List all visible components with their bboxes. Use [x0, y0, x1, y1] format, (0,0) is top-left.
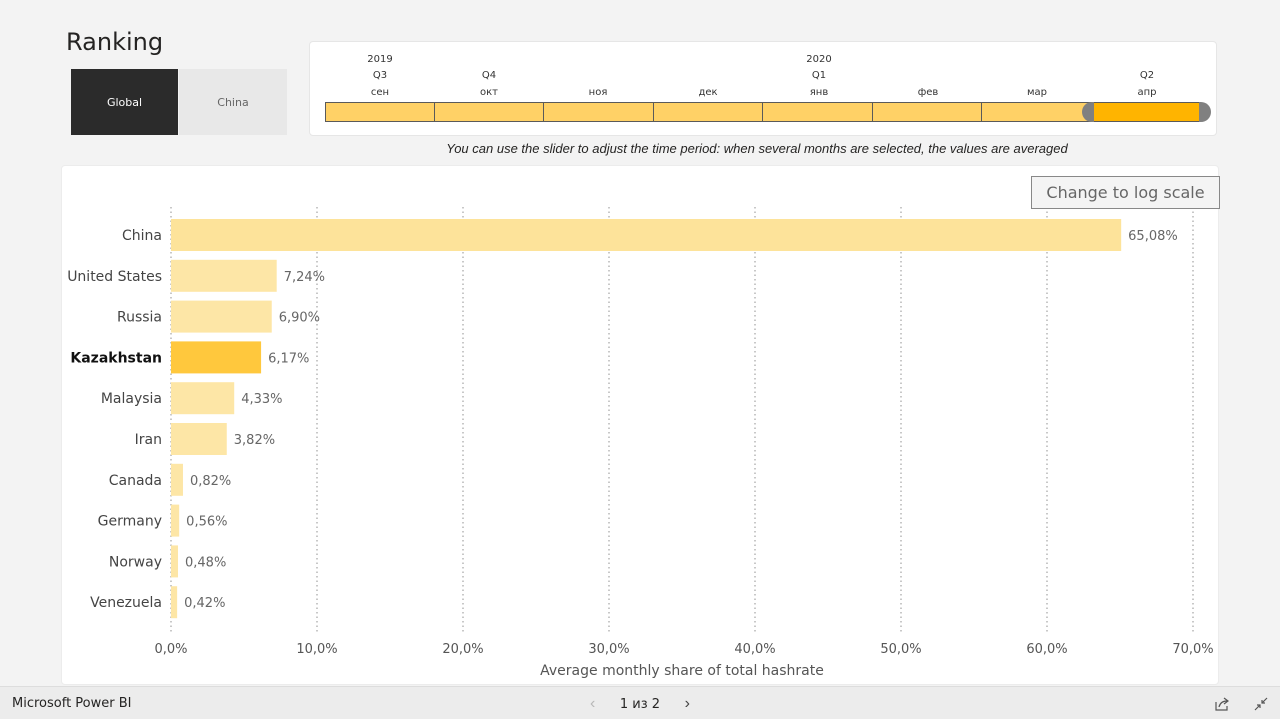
- timeline-start-handle[interactable]: [1082, 102, 1094, 122]
- x-tick-label: 50,0%: [880, 642, 921, 657]
- category-label: Kazakhstan: [70, 350, 162, 366]
- bar: [171, 382, 235, 415]
- category-label: Venezuela: [90, 595, 162, 611]
- bar: [171, 219, 1122, 251]
- x-tick-label: 20,0%: [442, 642, 483, 657]
- collapse-icon[interactable]: [1253, 696, 1269, 712]
- category-label: Canada: [109, 473, 162, 489]
- bar: [171, 341, 262, 374]
- month-label-dec: дек: [698, 87, 718, 98]
- category-label: United States: [67, 269, 162, 285]
- data-label: 0,42%: [184, 596, 225, 611]
- page-indicator: 1 из 2: [619, 696, 661, 712]
- bar: [171, 259, 277, 292]
- x-tick-label: 10,0%: [296, 642, 337, 657]
- month-label-feb: фев: [917, 87, 939, 98]
- data-label: 0,82%: [190, 474, 231, 489]
- quarter-label-q1: Q1: [811, 70, 827, 81]
- chevron-right-icon[interactable]: ›: [684, 695, 690, 712]
- x-tick-label: 0,0%: [154, 642, 187, 657]
- x-tick-label: 70,0%: [1172, 642, 1213, 657]
- month-label-sep: сен: [370, 87, 390, 98]
- quarter-label-q3: Q3: [372, 70, 388, 81]
- category-label: China: [122, 228, 162, 244]
- chevron-left-icon[interactable]: ‹: [590, 695, 596, 712]
- x-tick-label: 60,0%: [1026, 642, 1067, 657]
- year-label-2020: 2020: [806, 54, 832, 65]
- data-label: 4,33%: [241, 392, 282, 407]
- bar: [171, 504, 180, 537]
- ranking-bar-chart: 0,0% 10,0% 20,0% 30,0% 40,0% 50,0% 60,0% 70,0% C…: [67, 207, 1214, 679]
- share-icon[interactable]: [1214, 696, 1230, 712]
- data-label: 3,82%: [234, 433, 275, 448]
- month-label-oct: окт: [480, 87, 498, 98]
- page-title: Ranking: [66, 28, 164, 56]
- data-label: 7,24%: [284, 270, 325, 285]
- page-navigator: ‹ 1 из 2 ›: [590, 693, 690, 715]
- data-label: 6,90%: [279, 311, 320, 326]
- category-label: Iran: [135, 432, 162, 448]
- category-label: Russia: [117, 310, 162, 326]
- x-tick-label: 40,0%: [734, 642, 775, 657]
- data-label: 65,08%: [1128, 229, 1178, 244]
- log-scale-button[interactable]: Change to log scale: [1031, 176, 1220, 209]
- quarter-label-q2: Q2: [1139, 70, 1155, 81]
- status-bar: Microsoft Power BI ‹ 1 из 2 ›: [0, 686, 1280, 719]
- x-axis-title: Average monthly share of total hashrate: [540, 663, 824, 679]
- category-label: Norway: [109, 554, 162, 570]
- timeline-end-handle[interactable]: [1199, 102, 1211, 122]
- x-tick-label: 30,0%: [588, 642, 629, 657]
- month-label-jan: янв: [809, 87, 829, 98]
- bar: [171, 463, 183, 496]
- global-toggle-button[interactable]: Global: [71, 69, 178, 135]
- month-label-apr: апр: [1137, 87, 1157, 98]
- bar: [171, 586, 178, 619]
- bar: [171, 300, 272, 333]
- month-label-mar: мар: [1026, 87, 1048, 98]
- year-label-2019: 2019: [367, 54, 393, 65]
- data-label: 6,17%: [268, 351, 309, 366]
- data-label: 0,48%: [185, 555, 226, 570]
- month-label-nov: ноя: [588, 87, 608, 98]
- brand-label: Microsoft Power BI: [12, 696, 132, 711]
- category-label: Germany: [98, 514, 162, 530]
- slider-hint-text: You can use the slider to adjust the tim…: [446, 141, 1068, 156]
- bar: [171, 423, 227, 455]
- bar: [171, 545, 179, 578]
- ranking-chart-panel: [61, 165, 1219, 685]
- china-toggle-button[interactable]: China: [179, 69, 287, 135]
- quarter-label-q4: Q4: [481, 70, 497, 81]
- timeline-track[interactable]: [325, 102, 1211, 122]
- timeline-slicer[interactable]: 2019 2020 Q3 Q4 Q1 Q2 сен окт ноя дек ян…: [309, 41, 1217, 136]
- data-label: 0,56%: [186, 515, 227, 530]
- category-label: Malaysia: [101, 391, 162, 407]
